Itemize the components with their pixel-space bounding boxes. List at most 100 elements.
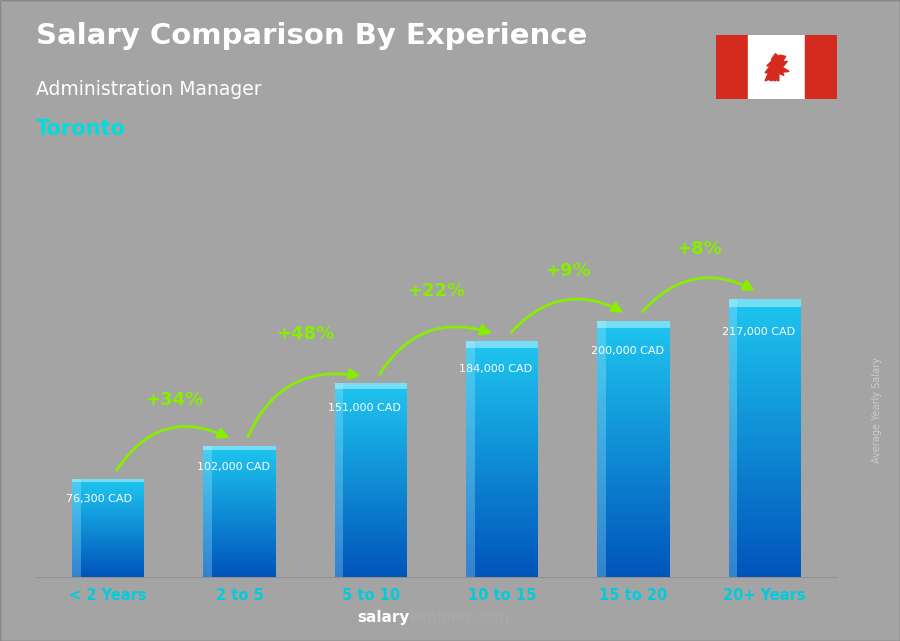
Bar bbox=[72, 508, 144, 510]
Bar bbox=[72, 489, 144, 490]
Bar bbox=[729, 313, 801, 316]
Bar bbox=[466, 400, 538, 403]
Bar bbox=[335, 570, 407, 572]
Bar bbox=[729, 362, 801, 365]
Bar bbox=[729, 406, 801, 410]
Bar bbox=[466, 574, 538, 577]
Bar bbox=[203, 497, 275, 499]
Bar bbox=[203, 449, 275, 451]
Bar bbox=[203, 536, 275, 538]
Bar bbox=[598, 545, 670, 548]
Bar bbox=[729, 365, 801, 368]
Bar bbox=[203, 542, 275, 544]
Bar bbox=[335, 417, 407, 420]
Bar bbox=[72, 494, 144, 495]
Bar bbox=[335, 465, 407, 468]
Bar bbox=[466, 485, 538, 488]
Bar bbox=[729, 399, 801, 403]
Text: Toronto: Toronto bbox=[36, 119, 126, 138]
Bar bbox=[72, 535, 144, 537]
Bar bbox=[335, 434, 407, 437]
Bar bbox=[598, 513, 670, 516]
Bar bbox=[203, 477, 275, 479]
Bar bbox=[72, 567, 144, 569]
Bar bbox=[335, 449, 407, 451]
Bar bbox=[203, 490, 275, 492]
Bar bbox=[203, 551, 275, 553]
Bar bbox=[729, 302, 801, 306]
Bar bbox=[335, 543, 407, 545]
Bar bbox=[466, 524, 538, 527]
Bar bbox=[466, 506, 538, 509]
Bar bbox=[729, 320, 801, 323]
Bar bbox=[335, 412, 407, 415]
Bar bbox=[72, 537, 144, 538]
Bar bbox=[72, 555, 144, 556]
Bar bbox=[203, 547, 275, 549]
Bar bbox=[72, 544, 144, 545]
Bar bbox=[729, 403, 801, 406]
Bar bbox=[729, 438, 801, 441]
Bar bbox=[335, 427, 407, 429]
Bar bbox=[466, 353, 538, 356]
Bar bbox=[598, 401, 670, 404]
Text: Administration Manager: Administration Manager bbox=[36, 80, 262, 99]
Bar bbox=[729, 542, 801, 545]
Bar bbox=[466, 435, 538, 438]
Text: +48%: +48% bbox=[276, 324, 334, 342]
Bar bbox=[466, 503, 538, 506]
Bar bbox=[598, 420, 670, 423]
Bar bbox=[598, 343, 670, 346]
Bar bbox=[598, 487, 670, 490]
Bar bbox=[203, 446, 275, 450]
Bar bbox=[335, 553, 407, 555]
Bar bbox=[203, 533, 275, 535]
Bar bbox=[203, 546, 275, 547]
Bar bbox=[466, 362, 538, 365]
Bar bbox=[72, 513, 144, 515]
Bar bbox=[598, 333, 670, 337]
Bar bbox=[72, 490, 144, 491]
Bar bbox=[203, 499, 275, 500]
Bar bbox=[729, 358, 801, 362]
Bar bbox=[466, 536, 538, 538]
Bar bbox=[729, 382, 801, 386]
Bar bbox=[466, 418, 538, 420]
Bar bbox=[598, 535, 670, 538]
Text: +8%: +8% bbox=[676, 240, 722, 258]
Bar bbox=[335, 405, 407, 408]
Bar bbox=[598, 474, 670, 478]
Bar bbox=[466, 527, 538, 529]
Bar bbox=[203, 535, 275, 536]
Bar bbox=[203, 513, 275, 515]
Bar bbox=[72, 485, 144, 487]
Bar bbox=[466, 565, 538, 568]
Bar bbox=[466, 450, 538, 453]
Bar bbox=[72, 497, 144, 499]
Bar bbox=[335, 490, 407, 492]
Bar bbox=[598, 538, 670, 542]
Bar bbox=[203, 559, 275, 560]
Bar bbox=[203, 521, 275, 523]
Bar bbox=[598, 506, 670, 510]
Bar bbox=[729, 521, 801, 525]
Bar bbox=[598, 532, 670, 535]
Bar bbox=[466, 391, 538, 394]
Bar bbox=[598, 452, 670, 455]
Bar bbox=[335, 480, 407, 483]
Bar bbox=[729, 501, 801, 504]
Bar bbox=[72, 487, 144, 488]
Bar bbox=[598, 394, 670, 397]
Bar bbox=[729, 351, 801, 354]
Bar bbox=[466, 551, 538, 553]
Bar bbox=[729, 347, 801, 351]
Bar bbox=[598, 526, 670, 529]
Bar bbox=[335, 429, 407, 432]
Bar bbox=[466, 521, 538, 524]
Bar bbox=[203, 526, 275, 528]
Bar bbox=[335, 560, 407, 562]
Bar bbox=[466, 341, 538, 348]
Bar bbox=[466, 403, 538, 406]
Bar bbox=[72, 529, 144, 531]
Bar bbox=[72, 512, 144, 513]
